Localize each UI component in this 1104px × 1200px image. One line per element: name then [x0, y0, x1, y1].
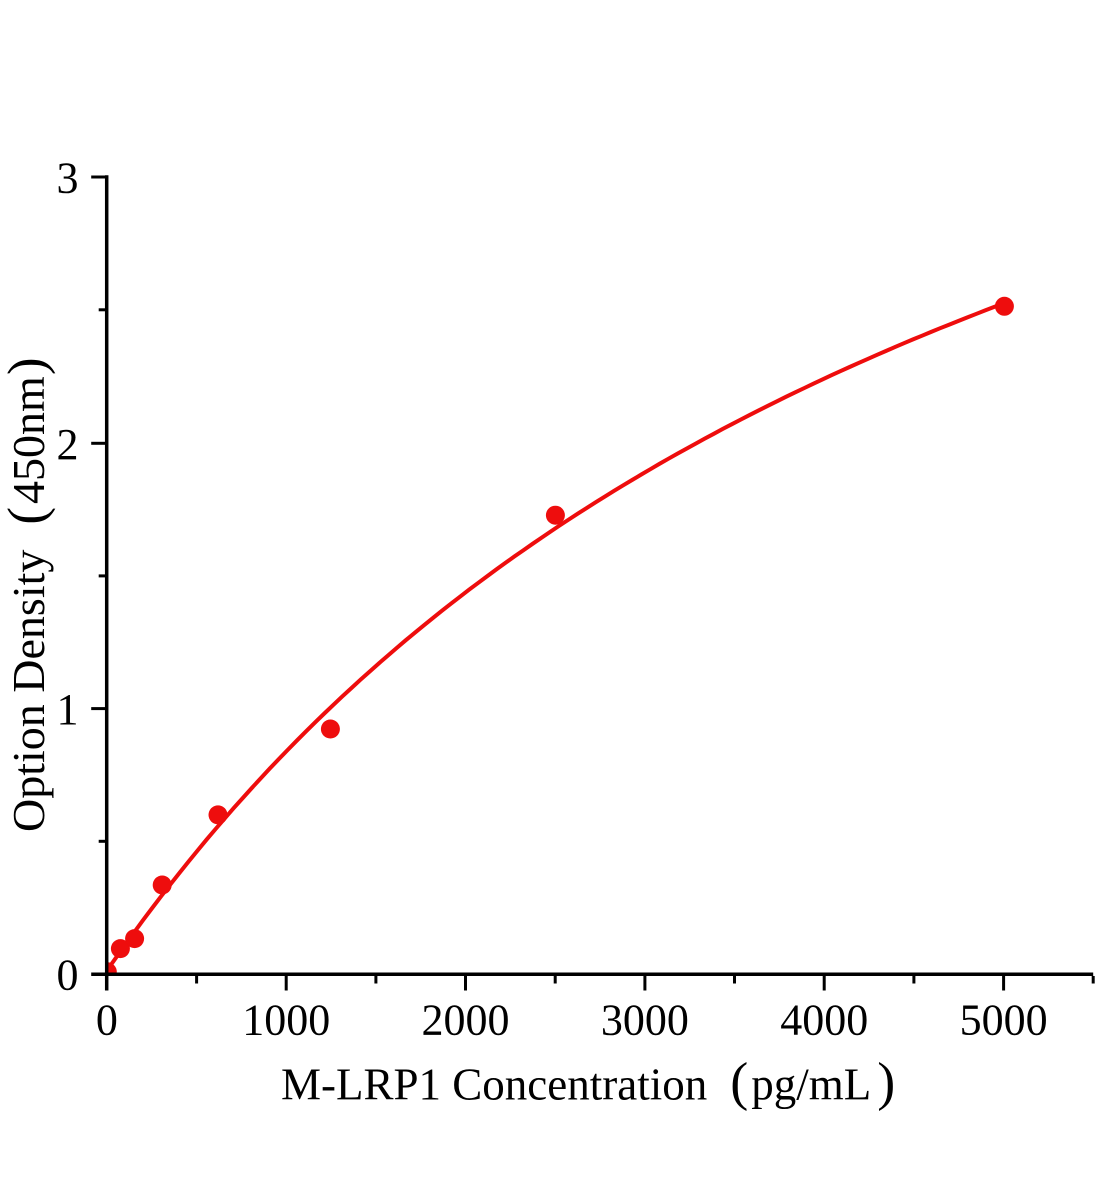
- svg-text:0: 0: [96, 996, 118, 1045]
- svg-text:M-LRP1 Concentration(pg/mL): M-LRP1 Concentration (pg/mL): [281, 1052, 895, 1112]
- svg-text:2000: 2000: [422, 996, 510, 1045]
- svg-text:3: 3: [57, 154, 79, 203]
- svg-text:0: 0: [57, 951, 79, 1000]
- svg-text:1: 1: [57, 685, 79, 734]
- svg-text:4000: 4000: [780, 996, 868, 1045]
- svg-text:1000: 1000: [242, 996, 330, 1045]
- svg-text:Option Density(450nm): Option Density(450nm): [0, 358, 56, 832]
- svg-text:5000: 5000: [960, 996, 1048, 1045]
- svg-text:3000: 3000: [601, 996, 689, 1045]
- svg-text:2: 2: [57, 420, 79, 469]
